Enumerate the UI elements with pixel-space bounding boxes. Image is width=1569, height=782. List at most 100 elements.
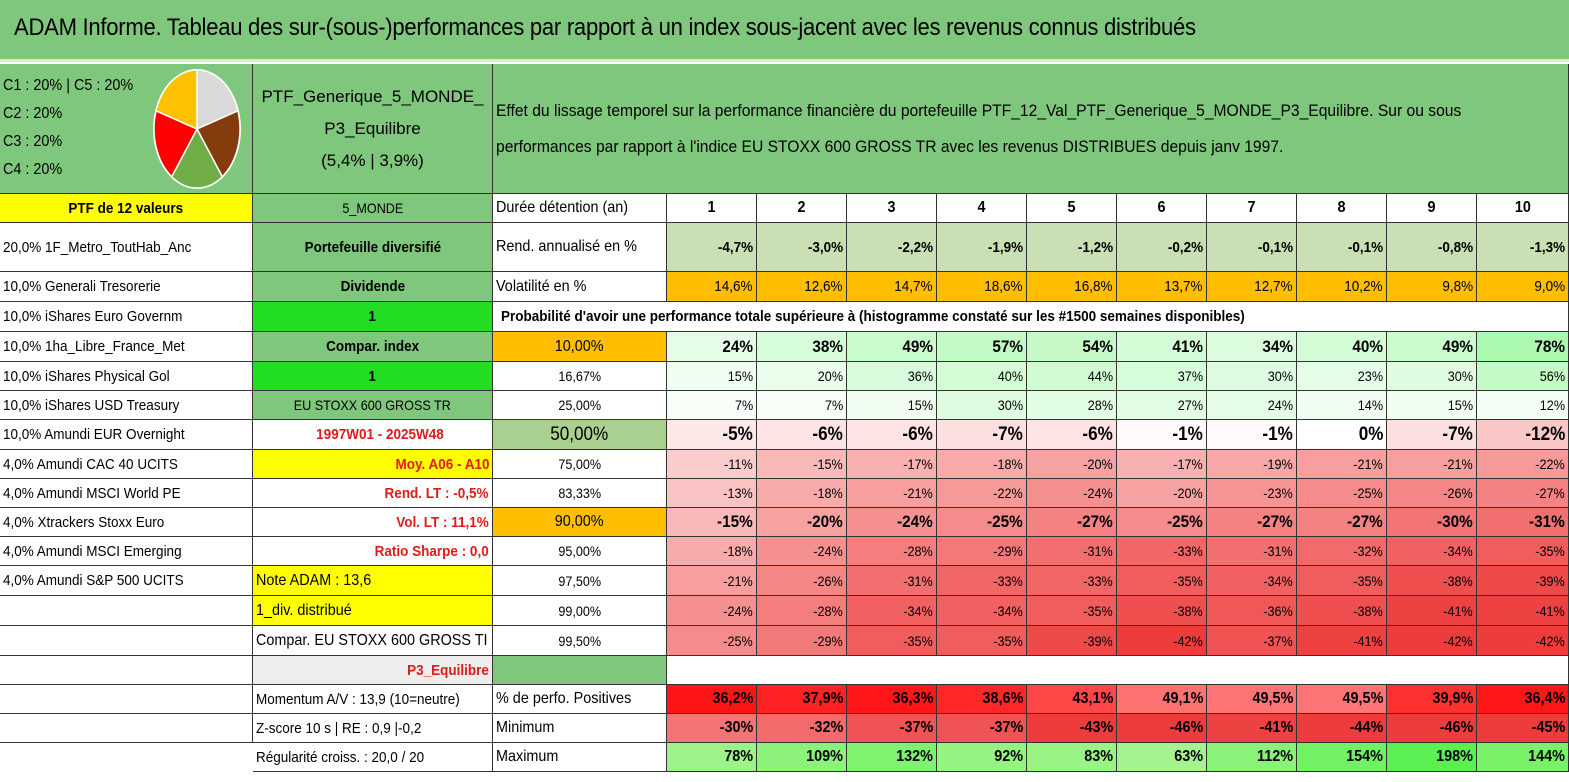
vol-value: 18,6% [937, 272, 1027, 302]
vol-value-text: 13,7% [1164, 278, 1203, 295]
quantile-value-text: -34% [1263, 572, 1293, 589]
quantile-label-text: 97,50% [558, 572, 601, 589]
holding-row: 10,0% 1ha_Libre_France_Met [0, 332, 253, 362]
rend-value-text: -0,2% [1167, 238, 1203, 256]
min-value: -41% [1207, 714, 1297, 743]
quantile-label-text: 10,00% [555, 337, 604, 355]
empty-cell [493, 656, 667, 685]
report-title: ADAM Informe. Tableau des sur-(sous-)per… [14, 14, 1196, 41]
duration-label-text: Durée détention (an) [496, 199, 629, 216]
max-value-text: 63% [1174, 748, 1203, 765]
quantile-value: -35% [1297, 566, 1387, 596]
quantile-value: 36% [847, 362, 937, 391]
quantile-value-text: 36% [907, 368, 933, 384]
vol-value-text: 14,7% [894, 278, 933, 295]
quantile-value: -33% [1027, 566, 1117, 596]
rend-value: -1,9% [937, 223, 1027, 272]
quantile-value: -31% [847, 566, 937, 596]
quantile-value: -15% [667, 508, 757, 537]
quantile-value-text: 37% [1177, 368, 1203, 384]
holding-row: 4,0% Amundi S&P 500 UCITS [0, 566, 253, 596]
quantile-value-text: 40% [997, 368, 1023, 384]
vol-value: 10,2% [1297, 272, 1387, 302]
year-header: 3 [847, 194, 937, 223]
param-regularite: Régularité croiss. : 20,0 / 20 [253, 743, 493, 772]
min-value: -46% [1117, 714, 1207, 743]
rend-value-text: -1,3% [1529, 238, 1565, 256]
pie-slice-c1 [196, 69, 239, 131]
holding-row-text: 4,0% Xtrackers Stoxx Euro [3, 513, 165, 531]
param-rend-lt: Rend. LT : -0,5% [253, 479, 493, 508]
quantile-value: -24% [757, 537, 847, 566]
empty-cell [0, 626, 253, 656]
quantile-value: 57% [937, 332, 1027, 362]
quantile-value-text: -36% [1263, 602, 1293, 619]
quantile-label-text: 75,00% [558, 456, 601, 472]
quantile-value-text: -34% [1443, 543, 1473, 559]
quantile-value-text: -35% [1535, 543, 1565, 559]
rend-value: -0,1% [1297, 223, 1387, 272]
min-label-text: Minimum [496, 719, 555, 736]
quantile-value: 49% [1387, 332, 1477, 362]
quantile-value-text: -35% [903, 632, 933, 649]
param-dividende: Dividende [253, 272, 493, 302]
quantile-value-text: 56% [1539, 368, 1565, 384]
empty-cell [1477, 302, 1569, 332]
quantile-value: 54% [1027, 332, 1117, 362]
rend-value: -0,2% [1117, 223, 1207, 272]
rend-label: Rend. annualisé en % [493, 223, 667, 272]
vol-value: 9,0% [1477, 272, 1569, 302]
quantile-value-text: 30% [997, 397, 1023, 413]
param-rend-lt-text: Rend. LT : -0,5% [384, 484, 489, 502]
quantile-value: -29% [757, 626, 847, 656]
quantile-value: -42% [1387, 626, 1477, 656]
min-value: -44% [1297, 714, 1387, 743]
year-header-text: 1 [707, 199, 716, 216]
quantile-value-text: -31% [1263, 543, 1293, 559]
quantile-value: -35% [1117, 566, 1207, 596]
pie-slice-c3 [170, 127, 224, 189]
quantile-value: 37% [1117, 362, 1207, 391]
quantile-label: 10,00% [493, 332, 667, 362]
empty-cell [0, 714, 253, 743]
quantile-value-text: -12% [1525, 423, 1565, 445]
max-value: 83% [1027, 743, 1117, 772]
quantile-value: 7% [757, 391, 847, 420]
quantile-label-text: 99,00% [558, 602, 601, 619]
quantile-value-text: -33% [1173, 543, 1203, 559]
quantile-value: -23% [1207, 479, 1297, 508]
pos-value-text: 38,6% [982, 690, 1023, 707]
pos-value-text: 37,9% [802, 690, 843, 707]
quantile-value-text: 57% [992, 336, 1023, 356]
quantile-value-text: -25% [987, 512, 1023, 531]
max-value-text: 198% [1436, 748, 1473, 765]
pos-label: % de perfo. Positives [493, 685, 667, 714]
quantile-value: 15% [1387, 391, 1477, 420]
quantile-value: -15% [757, 450, 847, 479]
year-header: 4 [937, 194, 1027, 223]
param-zone: 5_MONDE [253, 194, 493, 223]
quantile-value: -24% [1027, 479, 1117, 508]
quantile-value-text: -18% [723, 543, 753, 559]
year-header-text: 5 [1067, 199, 1076, 216]
holding-row: 10,0% Amundi EUR Overnight [0, 420, 253, 450]
holding-row-text: 4,0% Amundi CAC 40 UCITS [3, 455, 178, 473]
quantile-value-text: -29% [993, 543, 1023, 559]
quantile-value: -18% [667, 537, 757, 566]
quantile-value: 15% [847, 391, 937, 420]
vol-value: 13,7% [1117, 272, 1207, 302]
min-value-text: -45% [1531, 719, 1565, 736]
param-compar-full-text: Compar. EU STOXX 600 GROSS TI [256, 631, 488, 649]
year-header-text: 4 [977, 199, 986, 216]
quantile-value-text: -17% [1173, 456, 1203, 472]
quantile-value-text: 54% [1082, 336, 1113, 356]
quantile-label: 90,00% [493, 508, 667, 537]
year-header-text: 2 [797, 199, 806, 216]
year-header: 7 [1207, 194, 1297, 223]
pos-value: 43,1% [1027, 685, 1117, 714]
holding-row-text: 4,0% Amundi S&P 500 UCITS [3, 572, 184, 589]
description-text: Effet du lissage temporel sur la perform… [496, 100, 1462, 156]
rend-value-text: -0,1% [1257, 238, 1293, 256]
quantile-value-text: -25% [723, 632, 753, 649]
year-header: 9 [1387, 194, 1477, 223]
